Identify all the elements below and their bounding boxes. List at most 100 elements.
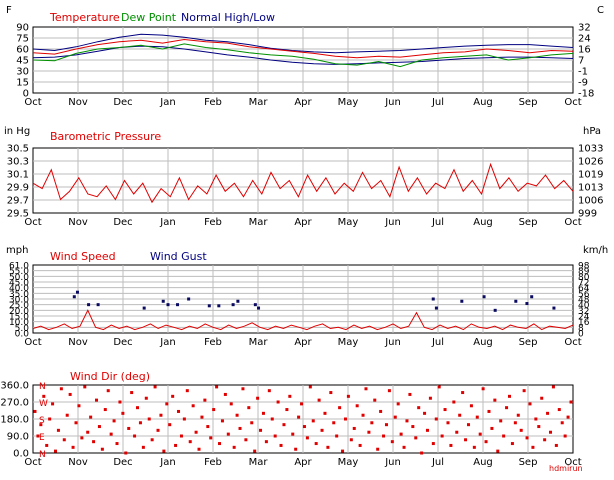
wind-wind-gust-point bbox=[431, 297, 435, 301]
winddir-wind-dir-point bbox=[136, 406, 140, 410]
wind-wind-gust-point bbox=[482, 295, 486, 299]
winddir-wind-dir-point bbox=[244, 438, 248, 442]
winddir-left-tick: 180.0 bbox=[0, 415, 29, 426]
wind-gust-legend: Wind Gust bbox=[150, 250, 207, 263]
winddir-wind-dir-point bbox=[548, 430, 552, 434]
winddir-wind-dir-point bbox=[440, 434, 444, 438]
winddir-month-label: Feb bbox=[204, 457, 222, 468]
winddir-wind-dir-point bbox=[206, 425, 210, 429]
winddir-month-label: Nov bbox=[68, 457, 88, 468]
winddir-wind-dir-point bbox=[323, 411, 327, 415]
temp-left-tick: 15 bbox=[16, 78, 29, 89]
temp-temperature-line bbox=[32, 38, 574, 59]
wind-month-label: Feb bbox=[204, 337, 222, 348]
wind-wind-gust-point bbox=[87, 303, 91, 307]
winddir-wind-dir-point bbox=[45, 443, 49, 447]
winddir-wind-dir-point bbox=[247, 406, 251, 410]
winddir-wind-dir-point bbox=[396, 402, 400, 406]
winddir-wind-dir-point bbox=[294, 447, 298, 451]
wind-left-unit: mph bbox=[6, 245, 28, 256]
winddir-wind-dir-point bbox=[188, 440, 192, 444]
wind-right-tick: 80 bbox=[578, 273, 590, 283]
winddir-wind-dir-point bbox=[261, 411, 265, 415]
winddir-wind-dir-point bbox=[48, 417, 52, 421]
winddir-wind-dir-point bbox=[393, 415, 397, 419]
wind-left-tick: 30.0 bbox=[9, 296, 29, 306]
winddir-wind-dir-point bbox=[510, 442, 514, 446]
wind-right-tick: 64 bbox=[578, 284, 590, 294]
pressure-month-label: Jun bbox=[384, 217, 401, 228]
winddir-wind-dir-point bbox=[387, 389, 391, 393]
winddir-wind-dir-point bbox=[71, 445, 75, 449]
winddir-wind-dir-point bbox=[86, 430, 90, 434]
pressure-month-label: Sep bbox=[519, 217, 538, 228]
winddir-wind-dir-point bbox=[367, 430, 371, 434]
wind-left-tick: 15.0 bbox=[9, 313, 29, 323]
temp-normal-high-line bbox=[32, 33, 574, 54]
winddir-left-tick: 0.0 bbox=[13, 449, 29, 460]
winddir-wind-dir-point bbox=[112, 419, 116, 423]
winddir-wind-dir-point bbox=[373, 398, 377, 402]
winddir-wind-dir-point bbox=[42, 394, 46, 398]
wind-wind-gust-point bbox=[161, 299, 165, 303]
temp-month-label: Nov bbox=[68, 97, 88, 108]
winddir-wind-dir-point bbox=[77, 404, 81, 408]
winddir-wind-dir-point bbox=[370, 421, 374, 425]
winddir-wind-dir-point bbox=[97, 425, 101, 429]
winddir-wind-dir-point bbox=[194, 430, 198, 434]
pressure-right-tick: 1033 bbox=[578, 144, 603, 155]
temp-month-label: Apr bbox=[294, 97, 312, 108]
winddir-wind-dir-point bbox=[209, 436, 213, 440]
winddir-wind-dir-point bbox=[177, 409, 181, 413]
winddir-wind-dir-point bbox=[472, 445, 476, 449]
winddir-wind-dir-point bbox=[560, 421, 564, 425]
winddir-wind-dir-point bbox=[455, 430, 459, 434]
wind-month-label: Nov bbox=[68, 337, 88, 348]
winddir-wind-dir-point bbox=[461, 391, 465, 395]
winddir-wind-dir-point bbox=[528, 402, 532, 406]
pressure-left-tick: 30.5 bbox=[7, 144, 29, 155]
winddir-wind-dir-point bbox=[300, 402, 304, 406]
winddir-wind-dir-point bbox=[341, 449, 345, 453]
winddir-wind-dir-point bbox=[121, 411, 125, 415]
wind-wind-gust-point bbox=[166, 303, 170, 307]
winddir-wind-dir-point bbox=[185, 389, 189, 393]
winddir-wind-dir-point bbox=[379, 409, 383, 413]
temp-month-label: Jun bbox=[384, 97, 401, 108]
winddir-wind-dir-point bbox=[326, 445, 330, 449]
wind-wind-gust-point bbox=[257, 306, 261, 310]
winddir-month-label: Mar bbox=[249, 457, 269, 468]
wind-wind-gust-point bbox=[236, 299, 240, 303]
winddir-wind-dir-point bbox=[267, 389, 271, 393]
wind-wind-gust-point bbox=[96, 303, 100, 307]
winddir-wind-dir-point bbox=[220, 419, 224, 423]
wind-right-unit: km/h bbox=[583, 245, 608, 256]
wind-left-tick: 10.0 bbox=[9, 318, 29, 328]
winddir-wind-dir-point bbox=[443, 408, 447, 412]
winddir-wind-dir-point bbox=[522, 389, 526, 393]
winddir-wind-dir-point bbox=[364, 387, 368, 391]
winddir-wind-dir-point bbox=[317, 398, 321, 402]
winddir-wind-dir-point bbox=[89, 415, 93, 419]
pressure-month-label: Jul bbox=[431, 217, 444, 228]
winddir-wind-dir-point bbox=[484, 440, 488, 444]
winddir-wind-dir-point bbox=[346, 394, 350, 398]
pressure-month-label: Feb bbox=[204, 217, 222, 228]
winddir-wind-dir-point bbox=[537, 425, 541, 429]
temp-right-tick: -1 bbox=[578, 67, 588, 78]
winddir-wind-dir-point bbox=[168, 423, 172, 427]
winddir-wind-dir-point bbox=[487, 409, 491, 413]
winddir-wind-dir-point bbox=[100, 447, 104, 451]
wind-right-tick: 0 bbox=[578, 330, 584, 340]
temp-month-label: Sep bbox=[519, 97, 538, 108]
wind-right-tick: 72 bbox=[578, 279, 589, 289]
winddir-wind-dir-point bbox=[270, 417, 274, 421]
wind-wind-gust-point bbox=[253, 303, 257, 307]
winddir-wind-dir-point bbox=[405, 419, 409, 423]
winddir-month-label: Jan bbox=[159, 457, 175, 468]
winddir-wind-dir-point bbox=[464, 438, 468, 442]
winddir-wind-dir-point bbox=[376, 447, 380, 451]
pressure-month-label: Nov bbox=[68, 217, 88, 228]
wind-month-label: Apr bbox=[294, 337, 312, 348]
temp-left-tick: 75 bbox=[16, 34, 29, 45]
